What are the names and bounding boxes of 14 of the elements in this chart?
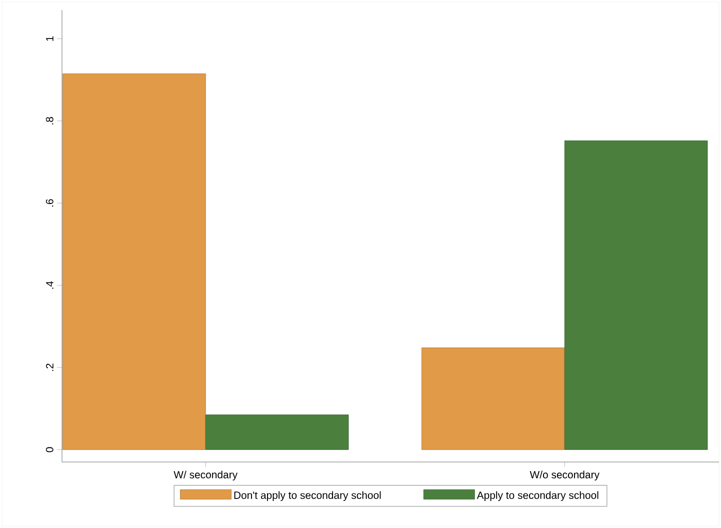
y-tick-label: .8 [46, 117, 54, 124]
x-tick-label: W/o secondary [530, 470, 600, 480]
y-tick-label: .6 [46, 199, 54, 207]
y-tick-label: 0 [46, 447, 54, 452]
bar [564, 140, 708, 450]
bar [205, 414, 349, 450]
y-tick-label: 1 [46, 36, 54, 41]
bar [422, 348, 565, 450]
y-tick-label: .2 [46, 364, 54, 371]
y-tick-label: .4 [46, 281, 54, 289]
legend-label: Don't apply to secondary school [234, 491, 381, 501]
bar [62, 73, 206, 450]
x-tick-label: W/ secondary [174, 470, 238, 480]
legend-label: Apply to secondary school [476, 491, 598, 501]
